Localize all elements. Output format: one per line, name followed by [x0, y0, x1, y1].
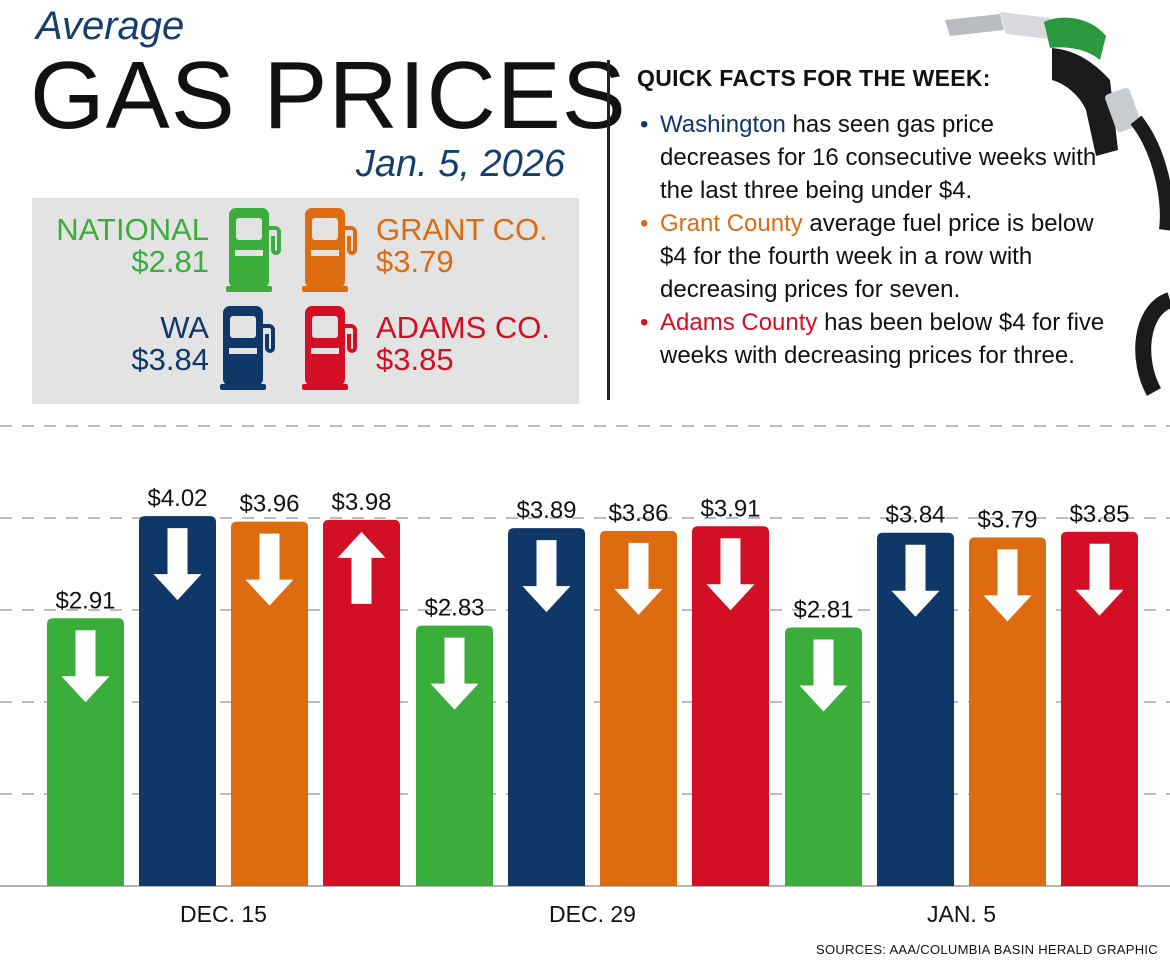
arrow-down-icon	[1075, 543, 1124, 616]
data-label: $3.89	[516, 497, 576, 524]
arrow-down-icon	[614, 542, 663, 615]
bar-chart: $2.91 $4.02 $3.96 $3.98 DEC. 15 $2.83 $3.89 $3.…	[0, 425, 1170, 927]
data-label: $3.86	[608, 500, 668, 527]
adams-label: ADAMS CO.	[376, 310, 550, 345]
data-label: $3.96	[239, 491, 299, 518]
data-label: $3.91	[700, 495, 760, 522]
grant-price: $3.79	[376, 244, 454, 279]
fact-highlight: Adams County	[660, 309, 818, 336]
data-label: $2.81	[793, 596, 853, 623]
bullet-icon: •	[640, 210, 649, 237]
facts-list: • Washington has seen gas price decrease…	[638, 108, 1108, 372]
bar	[1061, 531, 1138, 886]
arrow-down-icon	[245, 533, 294, 606]
fuel-nozzle-icon	[945, 12, 1170, 396]
column-divider	[607, 60, 610, 400]
bar	[600, 530, 677, 886]
bar	[508, 528, 585, 886]
page-title: GAS PRICES	[30, 42, 627, 149]
arrow-down-icon	[983, 549, 1032, 622]
gas-pump-icon	[226, 208, 281, 292]
fact-item: • Washington has seen gas price decrease…	[638, 108, 1108, 207]
arrow-down-icon	[430, 637, 479, 710]
bullet-icon: •	[640, 111, 649, 138]
grant-label: GRANT CO.	[376, 212, 548, 247]
facts-title: QUICK FACTS FOR THE WEEK:	[637, 65, 991, 91]
bar	[416, 625, 493, 886]
data-label: $2.83	[424, 595, 484, 622]
arrow-down-icon	[522, 540, 571, 613]
gas-pump-icon	[302, 208, 357, 292]
data-label: $3.79	[977, 506, 1037, 533]
x-tick-label: JAN. 5	[927, 901, 996, 927]
bar	[692, 526, 769, 886]
national-price: $2.81	[131, 244, 209, 279]
arrow-down-icon	[799, 639, 848, 712]
arrow-down-icon	[153, 528, 202, 601]
fact-highlight: Washington	[660, 111, 786, 138]
bar	[969, 537, 1046, 886]
fact-text: average fuel price is below $4 for the f…	[660, 210, 1094, 303]
fact-highlight: Grant County	[660, 210, 803, 237]
bullet-icon: •	[640, 309, 649, 336]
summary-box: NATIONAL $2.81 GRANT CO. $3.79 WA $3.84 …	[32, 198, 579, 404]
arrow-up-icon	[337, 531, 386, 604]
fact-item: • Adams County has been below $4 for fiv…	[638, 306, 1108, 372]
arrow-down-icon	[61, 630, 110, 703]
wa-label: WA	[160, 310, 209, 345]
data-label: $2.91	[55, 587, 115, 614]
data-label: $4.02	[147, 485, 207, 512]
adams-price: $3.85	[376, 342, 454, 377]
bar	[877, 532, 954, 886]
bar	[139, 516, 216, 886]
bar	[231, 521, 308, 886]
fact-text: has been below $4 for five weeks with de…	[660, 309, 1105, 369]
gas-pump-icon	[220, 306, 275, 390]
bar	[47, 618, 124, 886]
sources-credit: SOURCES: AAA/COLUMBIA BASIN HERALD GRAPH…	[815, 942, 1158, 957]
national-label: NATIONAL	[56, 212, 209, 247]
data-label: $3.85	[1069, 501, 1129, 528]
bar	[323, 519, 400, 886]
arrow-down-icon	[706, 538, 755, 611]
x-tick-label: DEC. 29	[549, 901, 636, 927]
bar	[785, 627, 862, 886]
x-tick-label: DEC. 15	[180, 901, 267, 927]
date-label: Jan. 5, 2026	[355, 143, 565, 185]
data-label: $3.98	[331, 489, 391, 516]
eyebrow-title: Average	[36, 4, 185, 48]
arrow-down-icon	[891, 544, 940, 617]
gas-pump-icon	[302, 306, 357, 390]
wa-price: $3.84	[131, 342, 209, 377]
data-label: $3.84	[885, 502, 945, 529]
fact-text: has seen gas price decreases for 16 cons…	[660, 111, 1097, 204]
fact-item: • Grant County average fuel price is bel…	[638, 207, 1108, 306]
